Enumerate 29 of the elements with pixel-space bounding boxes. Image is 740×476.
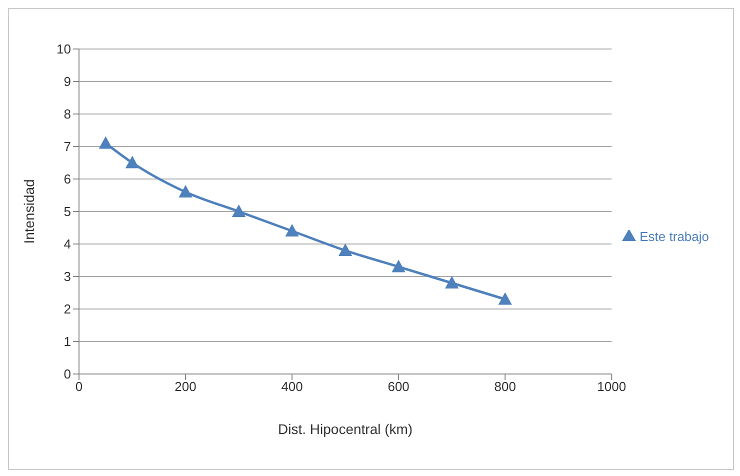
y-tick-label: 3: [64, 269, 71, 284]
x-tick-label: 0: [75, 379, 83, 394]
point: [232, 205, 246, 217]
x-tick-label: 600: [388, 379, 410, 394]
point: [179, 186, 192, 198]
y-tick-label: 7: [64, 139, 71, 154]
point: [338, 244, 352, 256]
point: [445, 276, 458, 288]
y-tick-label: 10: [56, 42, 71, 57]
legend-label: Este trabajo: [640, 228, 709, 244]
y-tick-label: 2: [64, 302, 71, 317]
point: [286, 224, 299, 236]
x-tick-label: 200: [174, 379, 196, 394]
x-axis-title: Dist. Hipocentral (km): [278, 421, 413, 437]
x-tick-label: 1000: [597, 379, 626, 394]
point: [392, 260, 406, 272]
point: [498, 292, 512, 305]
y-tick-label: 8: [64, 106, 71, 122]
y-tick-label: 1: [64, 334, 71, 350]
x-tick-label: 800: [494, 379, 516, 394]
point: [99, 136, 112, 149]
y-tick-label: 0: [64, 366, 71, 382]
y-tick-label: 5: [64, 204, 71, 220]
y-tick-label: 9: [64, 74, 71, 90]
y-tick-label: 6: [64, 172, 71, 187]
y-axis-title: Intensidad: [20, 179, 37, 244]
y-tick-label: 4: [64, 236, 71, 252]
x-tick-label: 400: [281, 379, 303, 394]
point: [126, 156, 139, 168]
